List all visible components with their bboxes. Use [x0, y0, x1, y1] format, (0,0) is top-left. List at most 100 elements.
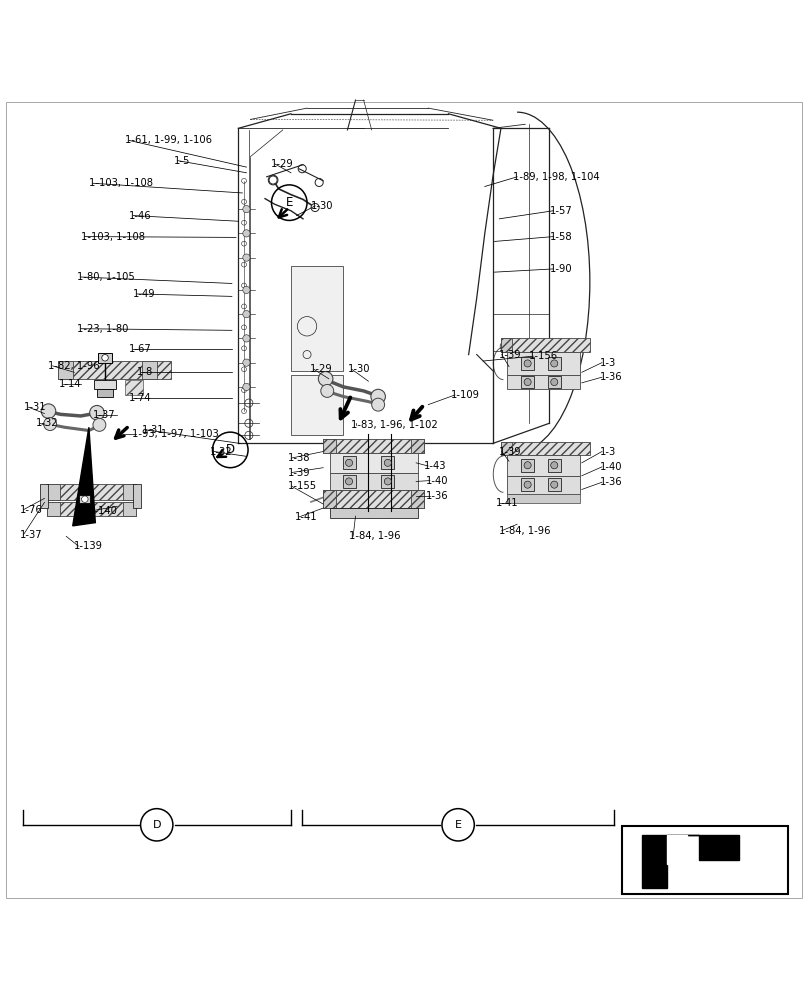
Circle shape	[82, 496, 88, 502]
Text: 1-29: 1-29	[309, 364, 332, 374]
Bar	[323, 490, 336, 508]
Bar	[501, 338, 512, 352]
Bar	[79, 495, 90, 503]
Bar	[411, 439, 424, 453]
Text: 1-155: 1-155	[288, 481, 317, 491]
Text: E: E	[285, 196, 293, 209]
Polygon shape	[73, 427, 95, 526]
Bar	[507, 375, 580, 389]
Circle shape	[371, 389, 385, 404]
Text: 1-36: 1-36	[600, 477, 622, 487]
Bar	[47, 484, 60, 500]
Bar	[94, 380, 116, 389]
Circle shape	[242, 286, 250, 294]
Text: 1-37: 1-37	[19, 530, 42, 540]
Text: 1-36: 1-36	[600, 372, 622, 382]
Text: 1-80, 1-105: 1-80, 1-105	[77, 272, 134, 282]
Circle shape	[385, 478, 391, 485]
Text: 1-83, 1-96, 1-102: 1-83, 1-96, 1-102	[351, 420, 438, 430]
Bar	[47, 502, 60, 516]
Text: 1-40: 1-40	[600, 462, 622, 472]
Bar	[548, 357, 561, 370]
Circle shape	[346, 478, 352, 485]
Text: 1-30: 1-30	[347, 364, 370, 374]
Text: 1-31: 1-31	[24, 402, 47, 412]
Text: 1-23, 1-80: 1-23, 1-80	[77, 324, 128, 334]
Bar	[521, 357, 534, 370]
Text: 1-74: 1-74	[129, 393, 152, 403]
Text: 1-39: 1-39	[288, 468, 310, 478]
Text: E: E	[455, 820, 461, 830]
Text: D: D	[225, 443, 235, 456]
Bar	[58, 361, 73, 379]
Circle shape	[242, 335, 250, 342]
Bar	[125, 380, 143, 395]
Bar	[123, 502, 136, 516]
Text: 1-14: 1-14	[59, 379, 82, 389]
Text: 1-156: 1-156	[529, 351, 558, 361]
Text: 1-32: 1-32	[36, 418, 58, 428]
Bar	[123, 484, 136, 500]
Bar	[501, 442, 590, 455]
Bar	[521, 376, 534, 388]
Text: 1-32: 1-32	[210, 447, 233, 457]
Circle shape	[242, 311, 250, 318]
Bar	[40, 484, 48, 508]
Text: 1-38: 1-38	[288, 453, 310, 463]
Bar	[521, 478, 534, 491]
Circle shape	[102, 355, 108, 361]
Circle shape	[242, 230, 250, 237]
Text: 1-109: 1-109	[451, 390, 480, 400]
Circle shape	[269, 176, 277, 184]
Bar	[501, 442, 512, 455]
Text: 1-40: 1-40	[426, 476, 448, 486]
Circle shape	[524, 378, 531, 386]
Text: 1-103, 1-108: 1-103, 1-108	[89, 178, 153, 188]
Circle shape	[551, 378, 558, 386]
Bar	[142, 361, 157, 379]
Text: 1-57: 1-57	[549, 206, 572, 216]
Circle shape	[524, 462, 531, 469]
Circle shape	[524, 481, 531, 488]
Bar	[507, 476, 580, 494]
Text: 1-3: 1-3	[600, 447, 616, 457]
Text: 1-84, 1-96: 1-84, 1-96	[349, 531, 401, 541]
Bar	[548, 478, 561, 491]
Circle shape	[551, 481, 558, 488]
Circle shape	[346, 459, 352, 466]
Text: 1-49: 1-49	[133, 289, 156, 299]
Circle shape	[242, 254, 250, 261]
Bar	[323, 439, 336, 453]
Circle shape	[93, 418, 106, 431]
Bar	[381, 475, 394, 488]
Circle shape	[242, 383, 250, 391]
Text: 1-30: 1-30	[311, 201, 334, 211]
Circle shape	[242, 205, 250, 213]
Bar	[330, 453, 418, 473]
Text: D: D	[153, 820, 161, 830]
Bar	[330, 508, 418, 518]
Circle shape	[321, 384, 334, 397]
Bar	[97, 389, 113, 397]
Text: 1-82, 1-96: 1-82, 1-96	[48, 361, 100, 371]
Bar	[291, 375, 343, 435]
Polygon shape	[642, 835, 739, 888]
Text: 1-89, 1-98, 1-104: 1-89, 1-98, 1-104	[513, 172, 600, 182]
Text: 1-84, 1-96: 1-84, 1-96	[499, 526, 551, 536]
Text: 1-5: 1-5	[174, 156, 190, 166]
Bar	[58, 361, 171, 379]
Bar	[507, 455, 580, 476]
Bar	[507, 494, 580, 503]
Circle shape	[524, 360, 531, 367]
Bar	[323, 490, 424, 508]
Text: 1-29: 1-29	[271, 159, 293, 169]
Circle shape	[44, 418, 57, 431]
Bar	[47, 484, 136, 500]
Text: 1-93, 1-97, 1-103: 1-93, 1-97, 1-103	[132, 429, 218, 439]
Text: 1-41: 1-41	[496, 498, 519, 508]
Bar	[548, 459, 561, 472]
Bar	[521, 459, 534, 472]
Bar	[133, 484, 141, 508]
Text: 1-41: 1-41	[295, 512, 318, 522]
Bar	[330, 473, 418, 490]
